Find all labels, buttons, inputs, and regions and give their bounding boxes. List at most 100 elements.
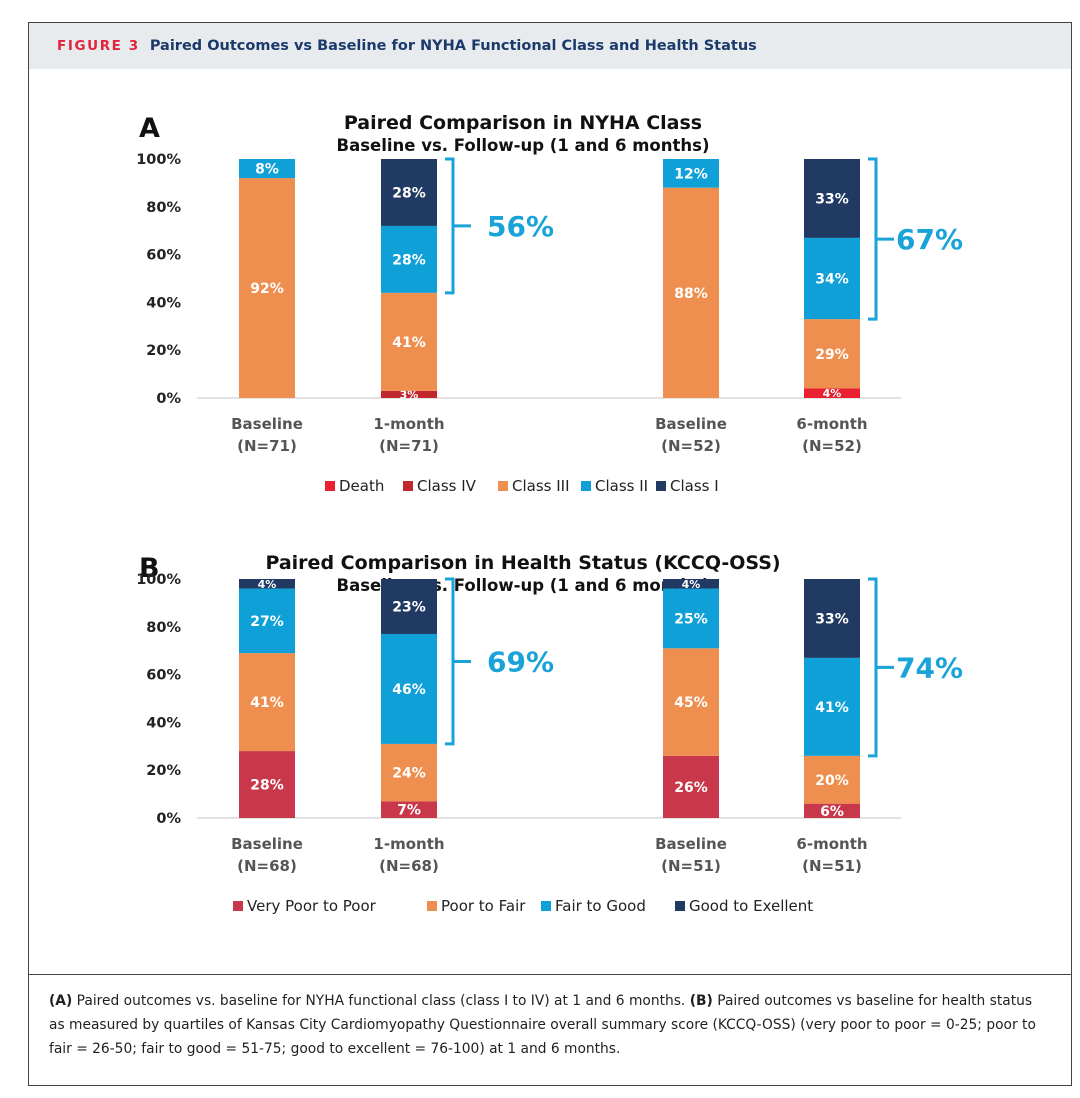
data-label: 29% [815, 347, 849, 363]
bar-segment [663, 588, 719, 649]
figure-title: Paired Outcomes vs Baseline for NYHA Fun… [149, 38, 757, 54]
x-tick-n-label: (N=71) [379, 437, 439, 455]
bar-segment [804, 579, 860, 658]
x-tick-n-label: (N=51) [661, 857, 721, 875]
x-tick-n-label: (N=52) [802, 437, 862, 455]
x-tick-label: 1-month [373, 415, 444, 433]
legend-swatch [325, 481, 335, 491]
x-tick-n-label: (N=71) [237, 437, 297, 455]
data-label: 88% [674, 286, 708, 302]
data-label: 41% [250, 695, 284, 711]
bar-segment [381, 225, 437, 293]
y-tick-label: 40% [146, 715, 181, 731]
bar-segment [804, 657, 860, 756]
data-label: 33% [815, 611, 849, 627]
x-tick-label: 6-month [796, 415, 867, 433]
data-label: 28% [392, 252, 426, 268]
data-label: 26% [674, 780, 708, 796]
y-tick-label: 100% [136, 572, 181, 588]
data-label: 20% [815, 773, 849, 789]
bar-segment [381, 579, 437, 634]
bar-segment [381, 159, 437, 226]
x-tick-n-label: (N=68) [237, 857, 297, 875]
bracket [445, 157, 471, 295]
chart-subtitle: Baseline vs. Follow-up (1 and 6 months) [337, 136, 710, 155]
data-label: 12% [674, 166, 708, 182]
bracket-label: 74% [896, 651, 963, 684]
x-tick-label: Baseline [655, 835, 727, 853]
data-label: 3% [400, 388, 419, 401]
bar-segment [663, 159, 719, 188]
bar-segment [239, 653, 295, 752]
figure-header: FIGURE 3 Paired Outcomes vs Baseline for… [29, 23, 1071, 69]
bar-segment [239, 178, 295, 398]
legend-label: Very Poor to Poor [247, 897, 377, 915]
bracket [868, 577, 894, 758]
bar-segment [381, 633, 437, 744]
legend-label: Class IV [417, 477, 477, 495]
bracket [868, 157, 894, 321]
data-label: 33% [815, 191, 849, 207]
caption-divider [29, 974, 1071, 975]
x-tick-label: 6-month [796, 835, 867, 853]
data-label: 23% [392, 599, 426, 615]
y-tick-label: 0% [156, 811, 181, 827]
legend-label: Good to Exellent [689, 897, 813, 915]
legend-swatch [233, 901, 243, 911]
bar-segment [804, 319, 860, 389]
x-tick-label: Baseline [655, 415, 727, 433]
legend-label: Fair to Good [555, 897, 646, 915]
legend-swatch [675, 901, 685, 911]
data-label: 4% [258, 578, 277, 591]
chart-title: Paired Comparison in Health Status (KCCQ… [265, 552, 780, 574]
panel-letter: B [139, 553, 160, 584]
data-label: 28% [392, 185, 426, 201]
bar-segment [239, 588, 295, 654]
legend-label: Class III [512, 477, 570, 495]
y-tick-label: 60% [146, 248, 181, 264]
data-label: 4% [823, 387, 842, 400]
legend-swatch [498, 481, 508, 491]
bracket-label: 67% [896, 223, 963, 256]
data-label: 45% [674, 695, 708, 711]
x-tick-label: 1-month [373, 835, 444, 853]
legend-swatch [581, 481, 591, 491]
bar-segment [381, 292, 437, 391]
bar-segment [663, 579, 719, 589]
figure-label: FIGURE 3 [57, 38, 140, 54]
bar-segment [239, 751, 295, 818]
legend-swatch [403, 481, 413, 491]
bar-segment [804, 237, 860, 320]
x-tick-n-label: (N=51) [802, 857, 862, 875]
panel-letter: A [139, 113, 160, 144]
figure-frame: FIGURE 3 Paired Outcomes vs Baseline for… [28, 22, 1072, 1086]
bar-segment [239, 579, 295, 589]
bracket [445, 577, 471, 746]
chart-panel-b: B Paired Comparison in Health Status (KCC… [136, 552, 963, 915]
legend-swatch [427, 901, 437, 911]
data-label: 34% [815, 272, 849, 288]
y-tick-label: 40% [146, 295, 181, 311]
bar-segment [381, 801, 437, 818]
data-label: 41% [392, 335, 426, 351]
bar-segment [804, 159, 860, 238]
bar-segment [381, 743, 437, 802]
x-tick-n-label: (N=52) [661, 437, 721, 455]
bracket-label: 56% [487, 210, 554, 243]
x-tick-label: Baseline [231, 835, 303, 853]
y-tick-label: 100% [136, 152, 181, 168]
data-label: 25% [674, 611, 708, 627]
x-tick-n-label: (N=68) [379, 857, 439, 875]
data-label: 27% [250, 614, 284, 630]
data-label: 6% [820, 804, 844, 820]
bar-segment [663, 755, 719, 818]
caption-b-tag: (B) [689, 993, 713, 1009]
bar-segment [663, 648, 719, 756]
legend-label: Poor to Fair [441, 897, 526, 915]
y-tick-label: 20% [146, 763, 181, 779]
legend-label: Death [339, 477, 384, 495]
caption-a-tag: (A) [49, 993, 73, 1009]
data-label: 7% [397, 803, 421, 819]
chart-title: Paired Comparison in NYHA Class [344, 112, 702, 134]
y-tick-label: 0% [156, 391, 181, 407]
